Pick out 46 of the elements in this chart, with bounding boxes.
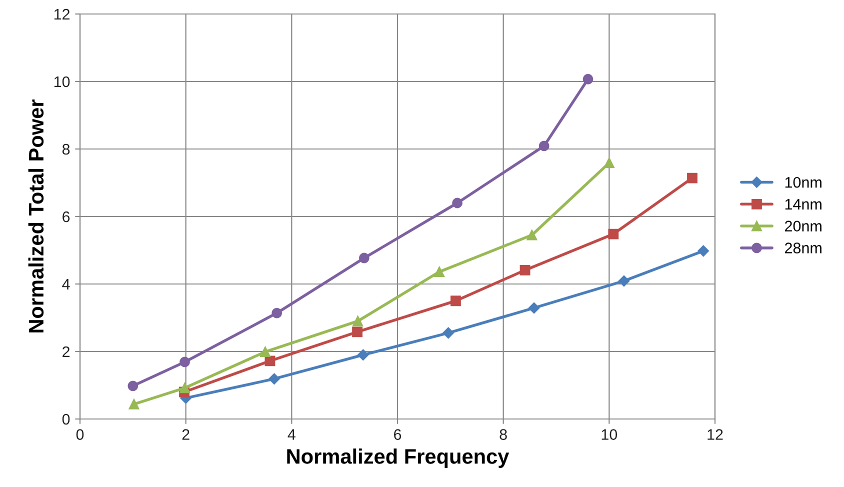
y-axis-title: Normalized Total Power	[28, 100, 44, 332]
x-tick-label: 12	[708, 429, 723, 440]
x-tick-label: 10	[602, 429, 618, 440]
point	[442, 327, 454, 339]
point	[618, 275, 630, 287]
x-tick-label: 2	[182, 429, 190, 440]
point	[526, 230, 538, 240]
point	[264, 356, 276, 366]
point	[358, 252, 370, 264]
y-tick-label: 2	[62, 346, 70, 358]
point	[352, 326, 362, 338]
point	[538, 140, 550, 152]
y-tick-label: 6	[62, 211, 70, 222]
point	[687, 172, 698, 184]
legend-label: 28nm	[784, 242, 822, 254]
y-tick-label: 8	[62, 144, 70, 155]
point	[434, 266, 445, 278]
x-tick-label: 0	[76, 429, 84, 440]
point	[604, 158, 614, 168]
point	[180, 382, 190, 394]
y-tick-label: 12	[54, 8, 70, 20]
point	[128, 380, 138, 392]
point	[272, 308, 282, 318]
point	[582, 74, 594, 84]
x-axis-title: Normalized Frequency	[287, 448, 510, 468]
point	[180, 356, 190, 368]
point	[528, 302, 540, 314]
y-tick-label: 4	[62, 279, 70, 290]
x-tick-label: 8	[500, 429, 507, 440]
y-tick-label: 0	[62, 414, 70, 425]
point	[268, 373, 280, 384]
y-tick-label: 10	[54, 76, 70, 88]
point	[452, 198, 463, 208]
legend-label: 10nm	[785, 176, 822, 188]
x-tick-label: 4	[288, 429, 296, 440]
legend-label: 20nm	[784, 220, 822, 232]
point	[260, 346, 270, 358]
x-tick-label: 6	[394, 429, 402, 440]
point	[698, 245, 709, 257]
point	[358, 349, 369, 360]
point	[128, 398, 140, 410]
point	[352, 316, 364, 326]
legend-label: 14nm	[785, 199, 822, 210]
point	[450, 296, 461, 306]
point	[608, 228, 619, 240]
point	[520, 264, 530, 276]
